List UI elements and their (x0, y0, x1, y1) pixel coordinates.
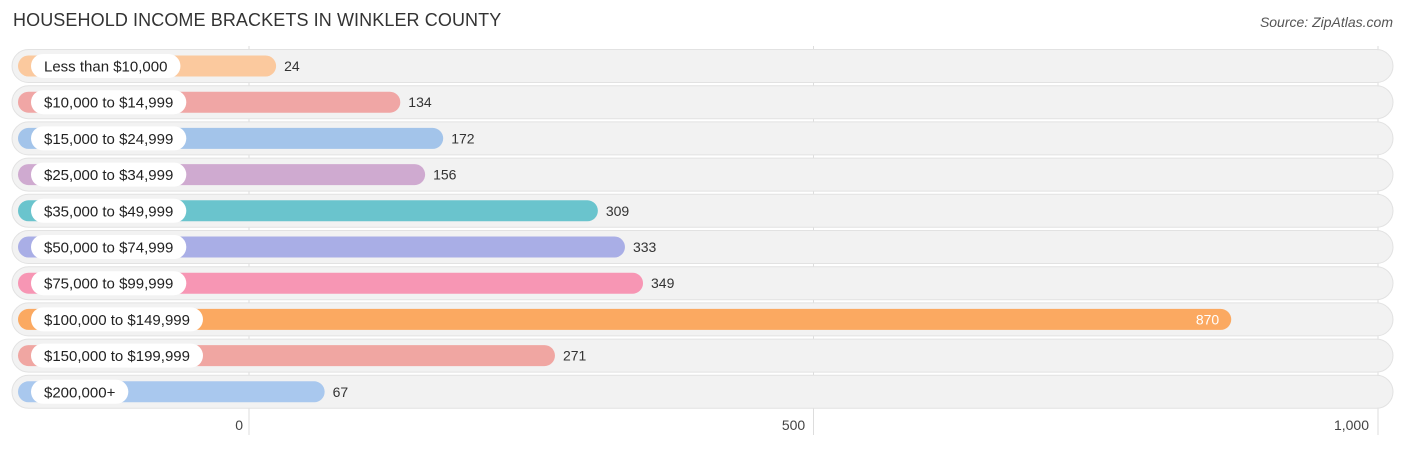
category-label-pill (31, 307, 203, 332)
tick-label: 500 (782, 417, 806, 433)
category-label: Less than $10,000 (44, 59, 167, 76)
value-label: 333 (633, 239, 657, 255)
bar-rows: Less than $10,000 24 $10,000 to $14,999 134… (11, 49, 1394, 409)
category-label-pill (31, 54, 181, 78)
category-label-pill (31, 162, 187, 187)
category-label-pill (31, 343, 203, 368)
category-label-pill (31, 379, 129, 404)
category-label-pill (31, 271, 187, 296)
chart-title: HOUSEHOLD INCOME BRACKETS IN WINKLER COU… (13, 10, 502, 30)
category-label: $200,000+ (44, 384, 116, 401)
bar-row: $15,000 to $24,999 172 (11, 121, 1394, 156)
category-label: $15,000 to $24,999 (44, 131, 173, 148)
bar-row: $200,000+ 67 (11, 374, 1394, 409)
value-label: 134 (408, 94, 432, 110)
category-label: $50,000 to $74,999 (44, 240, 173, 257)
category-label: $75,000 to $99,999 (44, 276, 173, 293)
source-label: Source: ZipAtlas.com (1259, 14, 1393, 30)
category-label: $35,000 to $49,999 (44, 203, 173, 220)
tick-label: 0 (235, 417, 243, 433)
x-axis: 0 500 1,000 (235, 417, 1369, 433)
category-label-pill (31, 198, 187, 223)
category-label: $10,000 to $14,999 (44, 95, 173, 112)
value-label: 67 (333, 384, 349, 400)
bar-row: $50,000 to $74,999 333 (11, 230, 1394, 264)
bar-row: Less than $10,000 24 (11, 49, 1394, 83)
bar-track (11, 374, 1394, 409)
category-label-pill (31, 235, 187, 259)
category-label-pill (31, 90, 187, 115)
value-label: 870 (1196, 311, 1220, 327)
bar-row: $35,000 to $49,999 309 (11, 193, 1394, 228)
bar-row: $10,000 to $14,999 134 (11, 85, 1394, 120)
value-label: 309 (606, 203, 630, 219)
value-label: 24 (284, 58, 300, 74)
category-label: $25,000 to $34,999 (44, 167, 173, 184)
value-label: 156 (433, 167, 457, 183)
bar-row: $100,000 to $149,999 870 (11, 302, 1394, 337)
value-label: 172 (451, 130, 475, 146)
value-label: 349 (651, 275, 675, 291)
category-label-pill (31, 126, 187, 151)
tick-label: 1,000 (1334, 417, 1369, 433)
value-label: 271 (563, 348, 587, 364)
bar-row: $25,000 to $34,999 156 (11, 157, 1394, 192)
bar-row: $75,000 to $99,999 349 (11, 266, 1394, 301)
bar (18, 308, 1232, 330)
bar-row: $150,000 to $199,999 271 (11, 338, 1394, 373)
category-label: $100,000 to $149,999 (44, 312, 190, 329)
bar-track (11, 49, 1394, 83)
category-label: $150,000 to $199,999 (44, 348, 190, 365)
